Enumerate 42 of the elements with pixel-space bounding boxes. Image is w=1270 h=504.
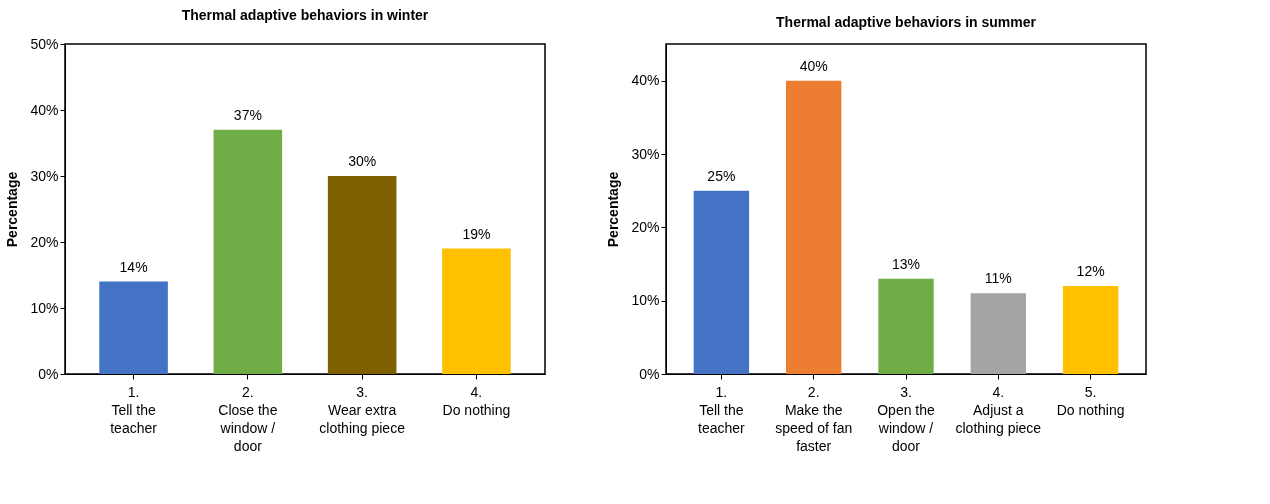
data-label: 13% [891,255,921,272]
data-label: 19% [462,225,491,242]
x-tick-label: 1. Tell the teacher [110,383,158,436]
x-tick-label: 2. Close the window / door [218,383,278,454]
x-tick-label: 5. Do nothing [1056,383,1125,418]
x-tick-label: 1. Tell the teacher [698,383,746,436]
bar [970,293,1026,374]
y-axis-title: Percentage [605,171,622,248]
x-tick-label: 3. Wear extra clothing piece [319,383,406,436]
bar [878,278,934,374]
y-tick-label: 30% [631,145,660,162]
y-tick-label: 10% [631,292,660,309]
data-label: 25% [707,167,736,184]
data-label: 14% [119,258,148,275]
y-axis-title: Percentage [4,171,21,248]
x-tick-label: 4. Do nothing [442,383,511,418]
x-tick-label: 2. Make the speed of fan faster [775,383,853,454]
bar [213,129,283,374]
chart-title: Thermal adaptive behaviors in summer [776,14,1037,30]
y-tick-label: 30% [30,167,59,184]
y-tick-label: 0% [38,365,59,382]
data-label: 40% [799,57,828,74]
y-tick-label: 40% [30,101,59,118]
bar [693,190,750,374]
data-label: 12% [1076,263,1105,279]
y-tick-label: 0% [639,365,660,382]
bar [99,281,168,374]
y-tick-label: 20% [631,218,660,235]
bar [786,80,842,374]
bar [1062,286,1119,374]
data-label: 30% [348,153,377,169]
bar [442,248,511,374]
data-label: 37% [233,106,262,123]
y-tick-label: 40% [631,72,660,89]
x-tick-label: 3. Open the window / door [877,383,936,454]
x-tick-label: 4. Adjust a clothing piece [955,383,1042,436]
chart-title: Thermal adaptive behaviors in winter [181,7,429,23]
y-tick-label: 50% [30,35,59,52]
bar [327,176,397,374]
y-tick-label: 20% [30,233,59,250]
y-tick-label: 10% [30,299,59,316]
data-label: 11% [984,270,1012,287]
